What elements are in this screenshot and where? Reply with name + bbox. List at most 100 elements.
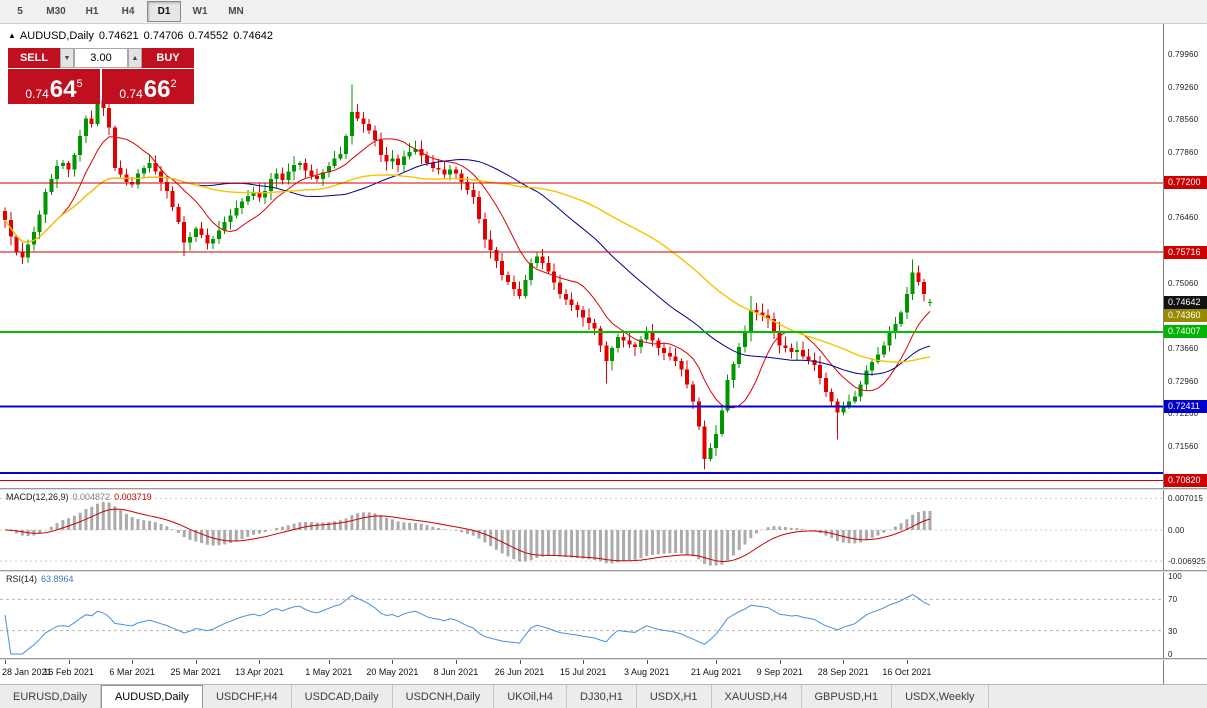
price-axis-tick: 0.76460 (1168, 213, 1199, 223)
date-axis-tick (716, 660, 718, 664)
chart-tab-xauusd-h4[interactable]: XAUUSD,H4 (712, 685, 802, 708)
candles-layer (3, 84, 932, 470)
volume-decrease-button[interactable]: ▼ (60, 48, 74, 68)
date-axis-label: 1 May 2021 (305, 667, 353, 677)
date-axis-tick (68, 660, 70, 664)
date-axis-tick (5, 660, 6, 664)
date-axis-tick (843, 660, 845, 664)
chart-tab-usdcnh-daily[interactable]: USDCNH,Daily (393, 685, 495, 708)
ma-line-10 (4, 136, 931, 409)
chart-tab-usdcad-daily[interactable]: USDCAD,Daily (292, 685, 393, 708)
chart-tab-usdchf-h4[interactable]: USDCHF,H4 (203, 685, 292, 708)
date-axis-label: 21 Aug 2021 (690, 667, 742, 677)
macd-signal-line (4, 508, 931, 563)
volume-increase-button[interactable]: ▲ (128, 48, 142, 68)
sell-price-big: 64 (49, 76, 77, 103)
date-axis-label: 13 Apr 2021 (235, 667, 284, 677)
axis-corner (1163, 660, 1207, 684)
rsi-label: RSI(14) 63.8964 (6, 574, 74, 584)
timeframe-button-M30[interactable]: M30 (46, 6, 66, 17)
macd-axis: 0.007015 0.00 -0.006925 (1163, 490, 1207, 570)
price-axis-tick: 0.72960 (1168, 376, 1199, 386)
date-axis-label: 3 Aug 2021 (623, 667, 670, 677)
chart-tab-ukoil-h4[interactable]: UKOil,H4 (494, 685, 568, 708)
price-label-box: 0.74360 (1164, 308, 1207, 322)
chart-tab-usdx-h1[interactable]: USDX,H1 (637, 685, 712, 708)
date-axis-tick (583, 660, 585, 664)
panel-separator[interactable] (0, 488, 1207, 490)
macd-main-value: 0.004872 (72, 492, 111, 502)
chart-tab-eurusd-daily[interactable]: EURUSD,Daily (0, 685, 101, 708)
sell-button[interactable]: SELL (8, 48, 60, 68)
date-axis-label: 9 Sep 2021 (756, 667, 803, 677)
rsi-axis-tick: 70 (1168, 595, 1178, 605)
sell-price-panel[interactable]: 0.74 64 5 (8, 69, 100, 104)
timeframe-button-H4[interactable]: H4 (121, 6, 135, 17)
price-axis-tick: 0.73660 (1168, 344, 1199, 354)
date-axis-tick (259, 660, 261, 664)
chart-symbol-label: AUDUSD,Daily (19, 30, 94, 42)
chart-tab-dj30-h1[interactable]: DJ30,H1 (567, 685, 637, 708)
timeframe-button-MN[interactable]: MN (228, 6, 244, 17)
chart-tab-gbpusd-h1[interactable]: GBPUSD,H1 (802, 685, 893, 708)
date-axis-label: 25 Mar 2021 (170, 667, 222, 677)
macd-label: MACD(12,26,9) 0.004872 0.003719 (6, 492, 152, 502)
price-label-box: 0.74007 (1164, 325, 1207, 339)
macd-histogram (9, 501, 932, 566)
rsi-name: RSI(14) (6, 574, 38, 584)
chart-icon: ▲ (8, 31, 16, 40)
ohlc-open: 0.74621 (98, 30, 139, 42)
panel-separator[interactable] (0, 658, 1207, 660)
price-label-box: 0.72411 (1164, 399, 1207, 413)
date-axis-label: 28 Sep 2021 (817, 667, 869, 677)
date-axis-tick (455, 660, 457, 664)
timeframe-button-W1[interactable]: W1 (192, 6, 208, 17)
ohlc-high: 0.74706 (143, 30, 184, 42)
ma-line-55 (4, 174, 931, 363)
rsi-axis-tick: 30 (1168, 626, 1178, 636)
date-axis-label: 16 Oct 2021 (882, 667, 932, 677)
date-axis-tick (195, 660, 197, 664)
buy-price-prefix: 0.74 (119, 87, 143, 101)
date-axis[interactable]: 28 Jan 2021 16 Feb 2021 6 Mar 2021 25 Mar 2… (0, 660, 1163, 684)
macd-axis-tick: 0.007015 (1168, 494, 1203, 504)
timeframe-button-5[interactable]: 5 (17, 6, 23, 17)
buy-button[interactable]: BUY (142, 48, 194, 68)
date-axis-label: 6 Mar 2021 (109, 667, 155, 677)
panel-separator[interactable] (0, 570, 1207, 572)
macd-axis-tick: 0.00 (1168, 526, 1185, 535)
timeframe-button-H1[interactable]: H1 (85, 6, 99, 17)
rsi-axis-tick: 0 (1168, 650, 1173, 659)
price-axis[interactable]: 0.79960 0.79260 0.78560 0.77860 0.76460 0.750… (1163, 24, 1207, 488)
price-axis-tick: 0.75060 (1168, 278, 1199, 288)
moving-average-lines (4, 136, 931, 409)
macd-signal-value: 0.003719 (114, 492, 152, 502)
timeframe-toolbar: 5 M30 H1 H4 D1 W1 MN (0, 0, 1207, 24)
macd-indicator-panel[interactable] (0, 490, 1163, 570)
date-axis-tick (328, 660, 330, 664)
price-label-box: 0.75716 (1164, 245, 1207, 259)
rsi-axis: 100 70 30 0 (1163, 572, 1207, 659)
price-axis-tick: 0.79260 (1168, 82, 1199, 92)
ohlc-close: 0.74642 (233, 30, 273, 42)
chart-tabs-bar: EURUSD,Daily AUDUSD,Daily USDCHF,H4 USDCAD,… (0, 684, 1207, 708)
chart-tab-audusd-daily[interactable]: AUDUSD,Daily (100, 685, 203, 708)
timeframe-button-D1[interactable]: D1 (147, 1, 181, 22)
buy-price-panel[interactable]: 0.74 66 2 (102, 69, 194, 104)
chart-tab-usdx-weekly[interactable]: USDX,Weekly (892, 685, 989, 708)
macd-name: MACD(12,26,9) (6, 492, 69, 502)
volume-input[interactable]: 3.00 (74, 48, 128, 68)
one-click-trading-panel: SELL ▼ 3.00 ▲ BUY 0.74 64 5 0.74 66 2 (8, 48, 194, 104)
rsi-axis-tick: 100 (1168, 572, 1182, 581)
price-label-box: 0.74642 (1164, 295, 1207, 309)
macd-axis-tick: -0.006925 (1168, 557, 1206, 567)
date-axis-tick (392, 660, 394, 664)
date-axis-label: 16 Feb 2021 (43, 667, 94, 677)
price-label-box: 0.70820 (1164, 474, 1207, 488)
date-axis-tick (132, 660, 134, 664)
rsi-indicator-panel[interactable] (0, 572, 1163, 658)
date-axis-label: 8 Jun 2021 (433, 667, 479, 677)
price-axis-tick: 0.71560 (1168, 442, 1199, 452)
price-label-box: 0.77200 (1164, 176, 1207, 190)
